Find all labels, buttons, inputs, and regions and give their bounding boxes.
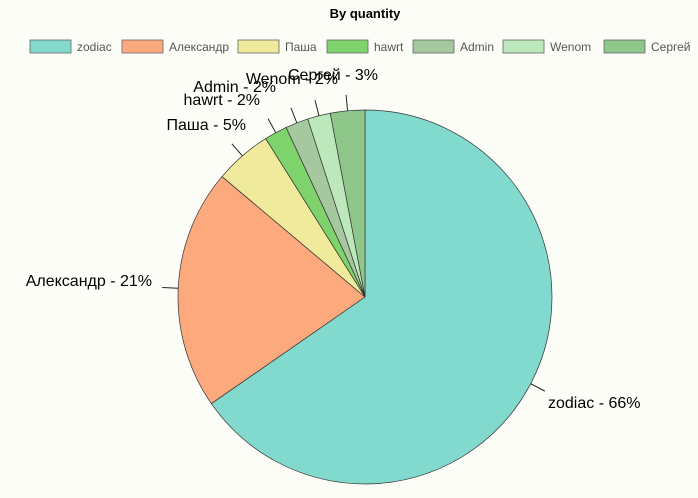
slice-label-slice-4: Admin - 2% bbox=[193, 79, 276, 96]
slice-label-slice-0: zodiac - 66% bbox=[548, 395, 641, 412]
legend-item-slice-1[interactable]: Александр bbox=[121, 39, 229, 54]
legend-swatch bbox=[603, 39, 646, 54]
leader-line bbox=[267, 118, 277, 133]
legend-label: Admin bbox=[460, 40, 494, 54]
slice-label-slice-5: Wenom - 2% bbox=[246, 71, 338, 88]
legend-item-slice-3[interactable]: hawrt bbox=[326, 39, 404, 54]
slice-label-slice-6: Сергей - 3% bbox=[288, 67, 378, 84]
legend-item-slice-6[interactable]: Сергей bbox=[603, 39, 691, 54]
leader-line bbox=[314, 100, 320, 116]
legend-swatch bbox=[237, 39, 280, 54]
leader-line bbox=[162, 287, 179, 289]
leader-line bbox=[345, 94, 349, 111]
legend-swatch bbox=[29, 39, 72, 54]
leader-line bbox=[290, 107, 298, 124]
slice-labels: zodiac - 66% Александр - 21% Паша - 5% hawr… bbox=[26, 67, 641, 412]
pie-slices bbox=[177, 109, 553, 485]
legend-label: Александр bbox=[169, 40, 229, 54]
legend-label: Сергей bbox=[651, 40, 691, 54]
leader-line bbox=[231, 143, 243, 157]
pie-slice-slice-6[interactable] bbox=[329, 109, 366, 298]
slice-label-slice-3: hawrt - 2% bbox=[184, 92, 260, 109]
legend-swatch bbox=[502, 39, 545, 54]
legend-item-slice-5[interactable]: Wenom bbox=[502, 39, 591, 54]
legend: zodiac Александр Паша hawrt Admin Wenom Сергей bbox=[29, 39, 691, 54]
chart-title: By quantity bbox=[330, 6, 402, 21]
legend-swatch bbox=[412, 39, 455, 54]
legend-label: Wenom bbox=[550, 40, 591, 54]
legend-swatch bbox=[121, 39, 164, 54]
slice-label-slice-2: Паша - 5% bbox=[167, 117, 246, 134]
leader-line bbox=[530, 383, 546, 392]
legend-item-slice-4[interactable]: Admin bbox=[412, 39, 494, 54]
slice-label-slice-1: Александр - 21% bbox=[26, 273, 152, 290]
legend-label: Паша bbox=[285, 40, 317, 54]
legend-swatch bbox=[326, 39, 369, 54]
legend-item-slice-0[interactable]: zodiac bbox=[29, 39, 112, 54]
legend-item-slice-2[interactable]: Паша bbox=[237, 39, 317, 54]
pie-slice-slice-1[interactable] bbox=[177, 176, 366, 405]
legend-label: hawrt bbox=[374, 40, 404, 54]
legend-label: zodiac bbox=[77, 40, 112, 54]
